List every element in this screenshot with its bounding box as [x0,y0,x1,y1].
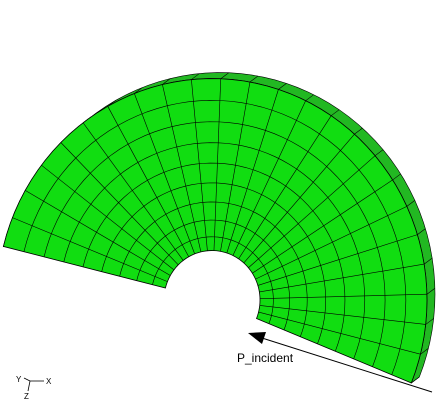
mesh-radial [60,142,179,266]
mesh-side-edge [331,109,340,116]
mesh-side-edge [220,72,229,79]
mesh-radial [252,179,393,274]
triad-y-label: Y [16,375,22,384]
load-arrow-head [248,332,266,344]
mesh-side-edge [411,376,420,384]
mesh-radial [257,234,418,286]
mesh-side-edge [417,228,426,235]
triad-z [27,380,31,392]
mesh-side-edge [191,73,200,80]
load-arrow-shaft [261,337,433,393]
mesh-radial [12,217,168,282]
mesh-side-edge [134,87,143,94]
mesh-radial [248,155,376,269]
mesh-radial [259,305,426,325]
load-label: P_incident [237,351,294,365]
mesh-radial [220,81,251,252]
mesh-radial [41,164,175,271]
mesh-side-edge [278,83,287,90]
mesh-side-edge [406,200,416,207]
mesh-radial [25,190,171,276]
mesh-radial [259,293,427,300]
mesh-side-edge [425,318,434,325]
mesh-side-edge [392,173,401,181]
mesh-radial [213,78,222,251]
mesh-radial [232,100,306,256]
mesh-radial [226,89,279,254]
mesh-side-edge [423,257,433,265]
mesh-side-edge [162,78,171,85]
mesh-radial [243,133,355,264]
triad-y [23,377,31,382]
axis-triad: Y X Z [16,375,52,401]
mesh-side-edge [249,75,259,83]
mesh [2,72,436,384]
mesh-radial [191,79,208,251]
mesh-side-edge [420,347,429,355]
mesh-radial [82,122,184,261]
mesh-side-edge [354,127,363,135]
mesh-side-edge [426,287,436,295]
mesh-radial [162,84,202,252]
mesh-radial [258,311,421,355]
mesh-radial [238,115,332,260]
mesh-side-edge [374,149,384,156]
mesh-radial [107,106,189,257]
mesh-radial [255,206,407,280]
triad-z-label: Z [24,392,29,401]
mesh-side-edge [305,94,314,101]
mesh-face [2,78,428,384]
triad-x-label: X [46,377,52,386]
mesh-radial [259,263,425,293]
mesh-radial [134,93,195,255]
